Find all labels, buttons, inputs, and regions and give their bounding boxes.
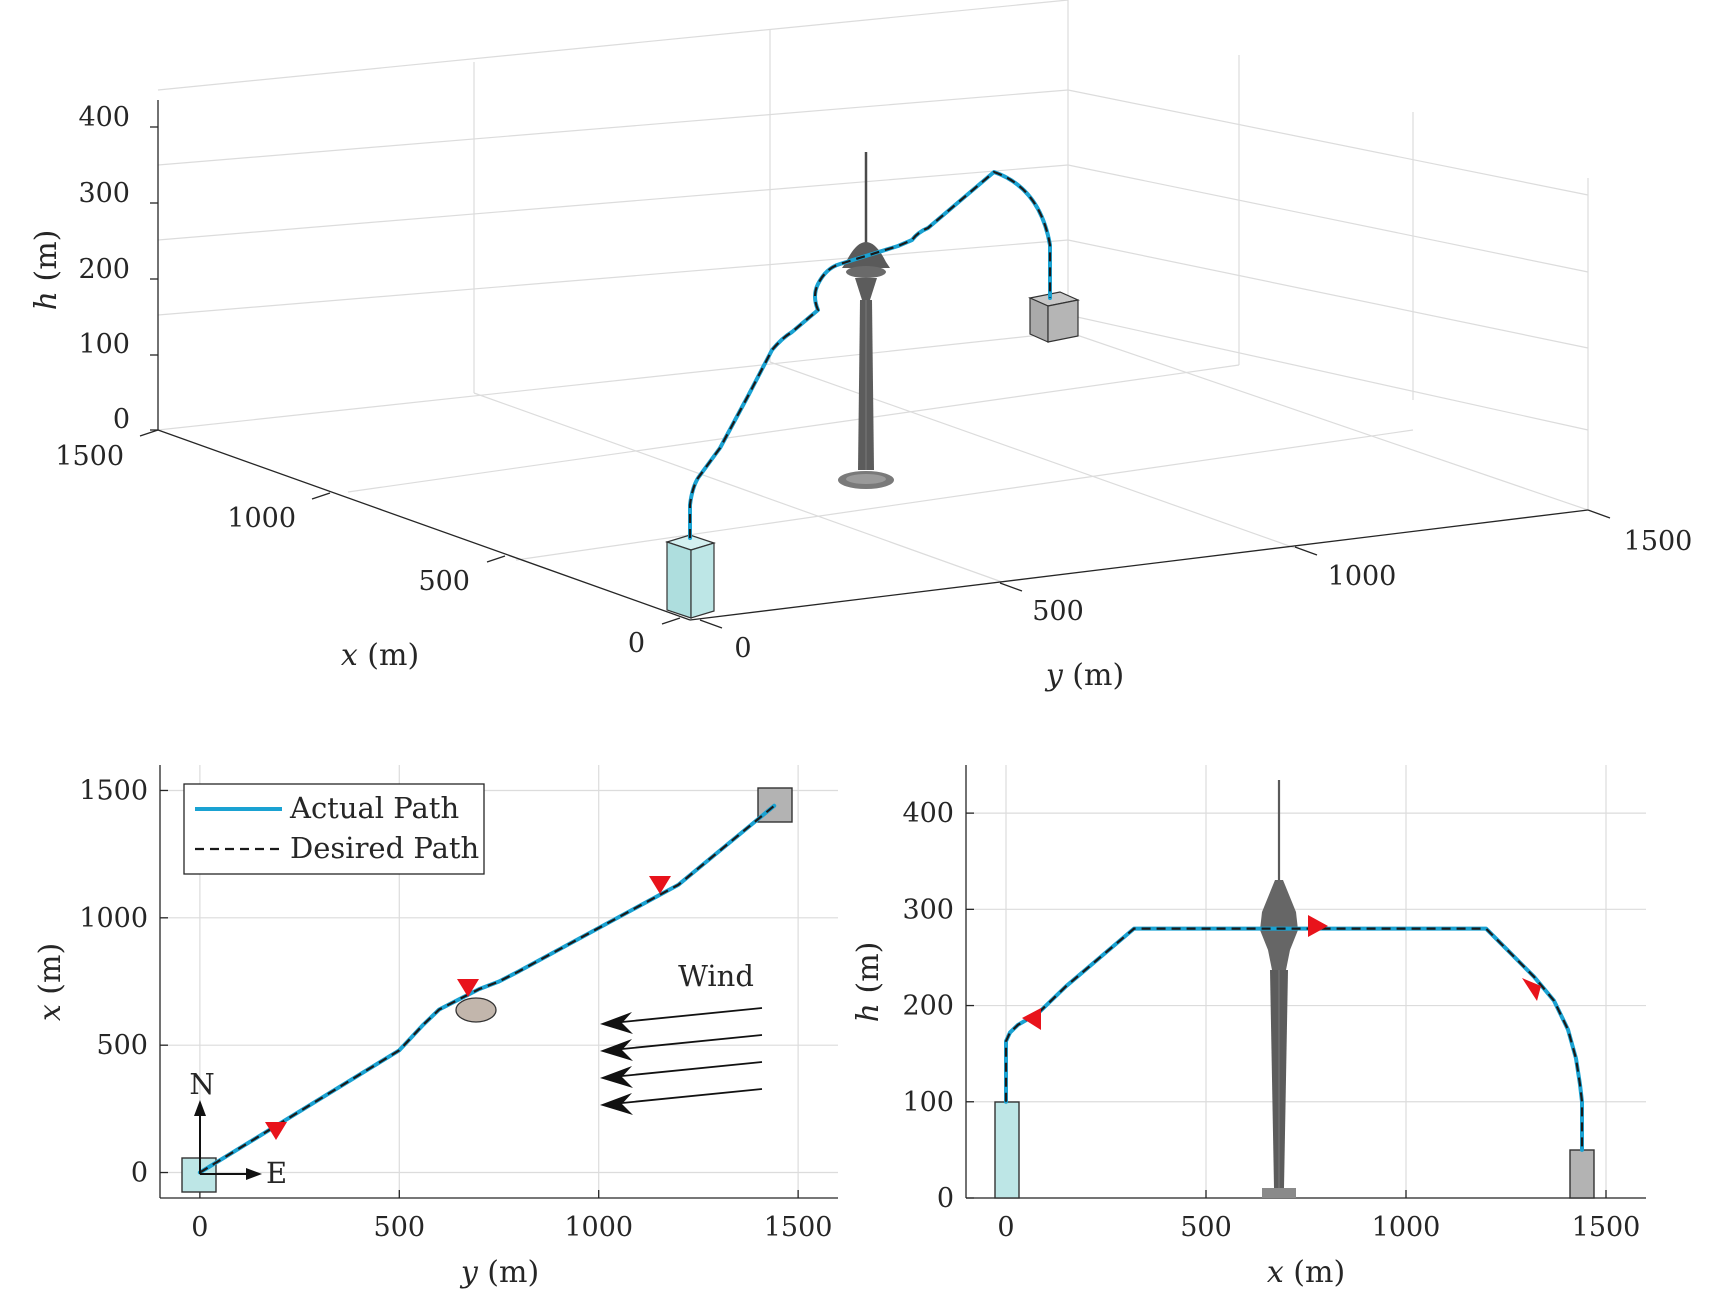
x-tick-label: 1500: [764, 1212, 833, 1243]
bl-x-axis-label: y (m): [459, 1255, 539, 1290]
x-tick-label: 1500: [55, 441, 124, 472]
h-tick-label: 200: [78, 254, 130, 285]
x-tick-label: 1500: [1572, 1212, 1641, 1243]
east-arrow-icon: [246, 1168, 262, 1180]
tower-3d: [838, 152, 894, 489]
y-tick-label: 100: [902, 1087, 954, 1118]
wind-arrows: Wind: [600, 959, 763, 1115]
y-tick-label: 500: [1032, 596, 1084, 627]
arrow-marker: [457, 979, 479, 997]
x-axis-line: [157, 429, 691, 621]
y-tick-label: 1500: [1624, 526, 1693, 557]
x-tick-label: 1000: [1372, 1212, 1441, 1243]
start-box-side: [994, 1101, 1020, 1199]
x-tick-label: 0: [191, 1212, 208, 1243]
y-tick-label: 300: [902, 894, 954, 925]
wind-arrow-icon: [600, 1012, 633, 1034]
arrow-marker: [1308, 915, 1328, 937]
north-arrow-icon: [194, 1100, 206, 1116]
wind-arrow-icon: [600, 1093, 633, 1115]
br-ticks: 0 500 1000 1500 0 100 200 300 400: [902, 798, 1640, 1243]
y-tick-label: 400: [902, 798, 954, 829]
y-tick-label: 200: [902, 991, 954, 1022]
bl-y-axis-label: x (m): [33, 943, 68, 1021]
legend-label-desired: Desired Path: [290, 831, 479, 865]
h-tick-label: 400: [78, 102, 130, 133]
grid-side-view: [966, 765, 1646, 1199]
east-label: E: [266, 1156, 287, 1190]
plot-top-view: 0 500 1000 1500 0 500 1000 1500 y (m) x (m) N E…: [33, 765, 838, 1290]
plot-side-view: 0 500 1000 1500 0 100 200 300 400 x (m) h (m): [851, 765, 1646, 1290]
wind-arrow-icon: [600, 1066, 633, 1088]
y-tick-label: 1000: [79, 903, 148, 934]
x-tick-label: 500: [418, 566, 470, 597]
br-x-axis-label: x (m): [1267, 1255, 1345, 1290]
br-y-axis-label: h (m): [851, 942, 886, 1023]
tower-obstacle-top: [455, 997, 497, 1023]
end-box-3d: [1028, 291, 1080, 343]
y-tick-label: 0: [937, 1183, 954, 1214]
legend-label-actual: Actual Path: [289, 791, 459, 825]
plot-3d: 400 300 200 100 0 h (m) 1500 1000 500 0 …: [29, 0, 1692, 693]
h-ticks: 400 300 200 100 0: [78, 102, 158, 435]
x-tick-label: 1000: [227, 503, 296, 534]
arrow-marker: [1022, 1008, 1041, 1030]
y-axis-line: [689, 509, 1589, 621]
y-tick-label: 1000: [1328, 561, 1397, 592]
x-tick-label: 0: [628, 628, 645, 659]
h-tick-label: 0: [113, 404, 130, 435]
h-tick-label: 300: [78, 178, 130, 209]
start-box-3d: [665, 534, 716, 619]
y-ticks-3d: 0 500 1000 1500: [699, 509, 1693, 664]
y-tick-label: 500: [96, 1030, 148, 1061]
arrow-marker: [1522, 978, 1541, 1001]
tower-side: [1260, 780, 1298, 1198]
actual-path-side: [1004, 926, 1584, 1152]
legend: Actual Path Desired Path: [183, 783, 485, 875]
arrow-marker: [265, 1122, 287, 1140]
x-ticks-3d: 1500 1000 500 0: [55, 429, 681, 659]
h-axis-label: h (m): [29, 230, 64, 311]
desired-path-side: [1004, 927, 1584, 1150]
arrow-marker: [649, 876, 671, 894]
y-tick-label: 0: [131, 1158, 148, 1189]
north-label: N: [189, 1067, 214, 1101]
y-axis-label-3d: y (m): [1044, 658, 1124, 693]
end-box-side: [1569, 1149, 1595, 1199]
x-axis-label-3d: x (m): [341, 638, 419, 673]
wind-arrow-icon: [600, 1039, 633, 1061]
x-tick-label: 500: [1180, 1212, 1232, 1243]
x-tick-label: 0: [997, 1212, 1014, 1243]
x-tick-label: 1000: [564, 1212, 633, 1243]
grid-3d: [157, 0, 1589, 583]
y-tick-label: 0: [734, 633, 751, 664]
bl-ticks: 0 500 1000 1500 0 500 1000 1500: [79, 775, 832, 1243]
desired-path-3d: [688, 170, 1052, 538]
x-tick-label: 500: [374, 1212, 426, 1243]
y-tick-label: 1500: [79, 775, 148, 806]
h-tick-label: 100: [78, 329, 130, 360]
wind-label: Wind: [678, 959, 754, 993]
compass: N E: [189, 1067, 287, 1190]
desired-path-top: [199, 804, 775, 1174]
